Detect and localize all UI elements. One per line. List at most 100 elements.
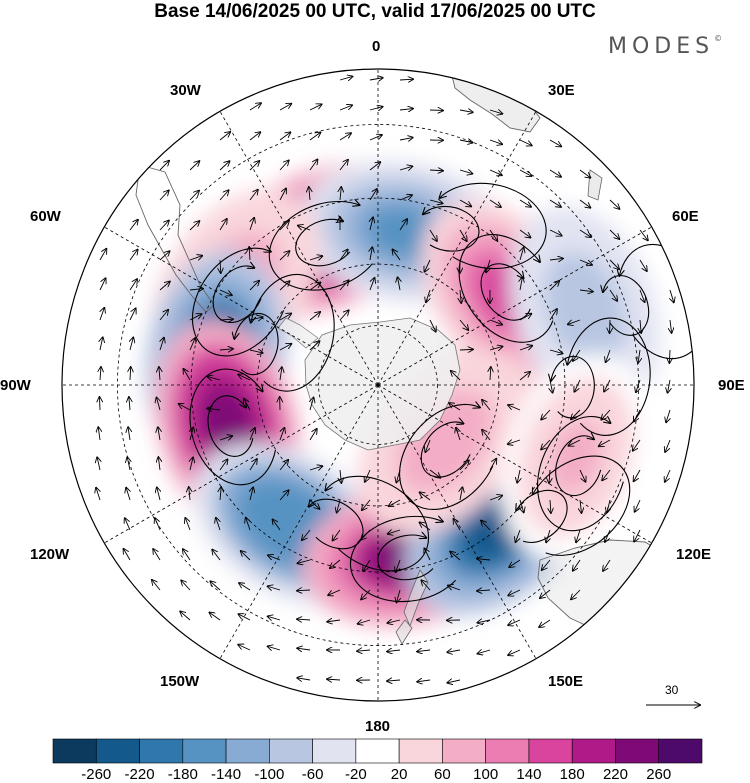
wind-arrow bbox=[549, 199, 561, 207]
wind-arrow bbox=[98, 427, 100, 441]
wind-arrow bbox=[601, 409, 611, 420]
wind-arrow bbox=[219, 319, 233, 320]
wind-arrow bbox=[238, 645, 251, 651]
wind-arrow bbox=[549, 350, 563, 353]
streamline bbox=[207, 395, 254, 457]
wind-arrow bbox=[541, 409, 551, 420]
colorbar-tick-label: -20 bbox=[345, 766, 367, 783]
wind-arrow bbox=[369, 189, 377, 201]
wind-arrow bbox=[459, 110, 473, 112]
wind-arrow bbox=[519, 372, 530, 381]
wind-arrow bbox=[309, 312, 320, 321]
wind-arrow bbox=[309, 282, 321, 291]
wind-arrow bbox=[478, 650, 491, 654]
wind-arrow bbox=[634, 469, 641, 481]
wind-arrow bbox=[246, 518, 250, 531]
colorbar-swatch bbox=[225, 738, 270, 764]
wind-arrow bbox=[634, 529, 641, 542]
wind-arrow bbox=[159, 190, 169, 201]
wind-arrow bbox=[460, 289, 461, 303]
wind-arrow bbox=[249, 459, 257, 471]
wind-arrow bbox=[508, 649, 521, 655]
wind-arrow bbox=[99, 397, 100, 411]
wind-arrow bbox=[542, 559, 551, 570]
wind-arrow bbox=[420, 492, 431, 501]
wind-arrow bbox=[272, 519, 281, 531]
streamline bbox=[191, 248, 285, 357]
wind-arrow bbox=[279, 160, 289, 171]
wind-arrow bbox=[426, 289, 430, 302]
wind-arrow bbox=[448, 586, 461, 591]
wind-arrow bbox=[399, 219, 407, 231]
colorbar-swatch bbox=[312, 738, 357, 764]
wind-arrow bbox=[129, 279, 137, 291]
wind-arrow bbox=[490, 367, 491, 381]
wind-arrow bbox=[571, 589, 581, 599]
wind-arrow bbox=[369, 78, 383, 80]
wind-arrow bbox=[447, 680, 461, 683]
wind-arrow bbox=[370, 217, 373, 231]
wind-arrow bbox=[392, 249, 401, 261]
wind-arrow bbox=[159, 310, 168, 321]
streamline bbox=[309, 498, 364, 550]
wind-arrow bbox=[549, 258, 563, 260]
wind-arrow bbox=[361, 589, 371, 599]
wind-arrow bbox=[250, 487, 253, 501]
colorbar-tick-label: -60 bbox=[301, 766, 324, 783]
wind-arrow bbox=[279, 221, 289, 231]
wind-arrow bbox=[369, 162, 380, 171]
wind-arrow bbox=[207, 408, 221, 410]
wind-arrow bbox=[459, 170, 472, 174]
streamline bbox=[440, 182, 547, 270]
colorbar-swatch bbox=[571, 738, 616, 764]
streamline bbox=[603, 275, 650, 336]
wind-arrow bbox=[309, 499, 319, 509]
wind-arrow bbox=[249, 247, 250, 261]
wind-arrow bbox=[183, 549, 191, 561]
wind-arrow bbox=[508, 405, 521, 411]
colorbar-swatch bbox=[658, 738, 703, 764]
wind-arrow bbox=[549, 139, 561, 146]
wind-arrow bbox=[279, 188, 286, 201]
wind-arrow bbox=[399, 79, 413, 80]
wind-arrow bbox=[429, 229, 437, 241]
colorbar-tick-label: -260 bbox=[81, 766, 112, 783]
wind-arrow bbox=[604, 379, 611, 392]
streamline bbox=[619, 243, 694, 360]
wind-arrow bbox=[183, 369, 191, 381]
wind-arrow bbox=[268, 616, 281, 620]
wind-arrow bbox=[550, 499, 551, 513]
wind-arrow bbox=[540, 589, 551, 598]
wind-arrow bbox=[309, 341, 320, 351]
wind-arrow bbox=[389, 499, 401, 506]
wind-arrow bbox=[449, 403, 461, 411]
wind-arrow bbox=[579, 229, 591, 237]
colorbar-tick-label: 20 bbox=[390, 766, 408, 783]
wind-arrow bbox=[249, 350, 263, 353]
wind-arrow bbox=[249, 281, 259, 291]
latitude-circle bbox=[318, 325, 438, 445]
wind-arrow bbox=[668, 379, 670, 393]
reference-vector-label: 30 bbox=[665, 683, 679, 697]
wind-arrow bbox=[387, 680, 401, 681]
wind-arrow bbox=[212, 550, 221, 561]
wind-arrow bbox=[520, 248, 524, 261]
wind-arrow bbox=[249, 161, 259, 171]
wind-arrow bbox=[332, 529, 341, 541]
wind-arrow bbox=[508, 619, 521, 625]
wind-arrow bbox=[398, 277, 400, 291]
map-border bbox=[61, 68, 695, 702]
wind-arrow bbox=[459, 319, 468, 330]
wind-arrow bbox=[99, 278, 106, 291]
wind-arrow bbox=[549, 281, 559, 291]
wind-arrow bbox=[519, 169, 531, 176]
wind-arrow bbox=[481, 521, 491, 531]
wind-arrow bbox=[605, 529, 611, 542]
wind-arrow bbox=[340, 469, 341, 483]
wind-arrow bbox=[100, 337, 103, 351]
wind-arrow bbox=[249, 190, 258, 201]
streamline bbox=[189, 368, 277, 486]
wind-arrow bbox=[550, 379, 553, 393]
wind-arrow bbox=[297, 619, 311, 620]
